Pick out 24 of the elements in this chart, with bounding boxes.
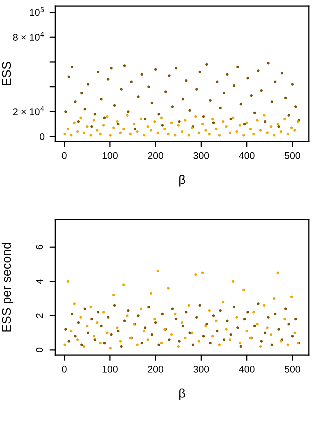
x-tick-label: 100: [102, 152, 118, 160]
x-tick-label: 100: [102, 366, 118, 373]
x-tick-label: 300: [194, 152, 210, 160]
x-axis-title: β: [180, 175, 186, 187]
x-tick-label: 300: [194, 366, 210, 373]
x-tick-label: 0: [62, 152, 67, 160]
y-axis-title: ESS per second: [2, 243, 14, 332]
y-tick-label: 0: [40, 133, 45, 140]
x-tick-label: 200: [148, 366, 164, 373]
x-tick-label: 200: [148, 152, 164, 160]
y-tick-label: 10$^{5}$: [30, 7, 44, 16]
y-axis-title: ESS: [2, 62, 12, 86]
y-tick-label: 8 × 10$^{4}$: [13, 32, 44, 41]
y-tick-label: 2 × 10$^{4}$: [13, 106, 44, 116]
x-tick-label: 400: [239, 152, 255, 160]
y-tick-label: 2: [36, 314, 44, 318]
y-tick-label: 6: [36, 245, 44, 250]
x-axis-title: β: [180, 388, 186, 400]
x-tick-label: 500: [284, 152, 300, 160]
x-tick-label: 500: [284, 366, 300, 373]
x-tick-label: 0: [62, 366, 67, 373]
x-tick-label: 400: [239, 366, 255, 373]
y-tick-label: 0: [36, 348, 44, 353]
y-tick-label: 4: [36, 279, 44, 284]
